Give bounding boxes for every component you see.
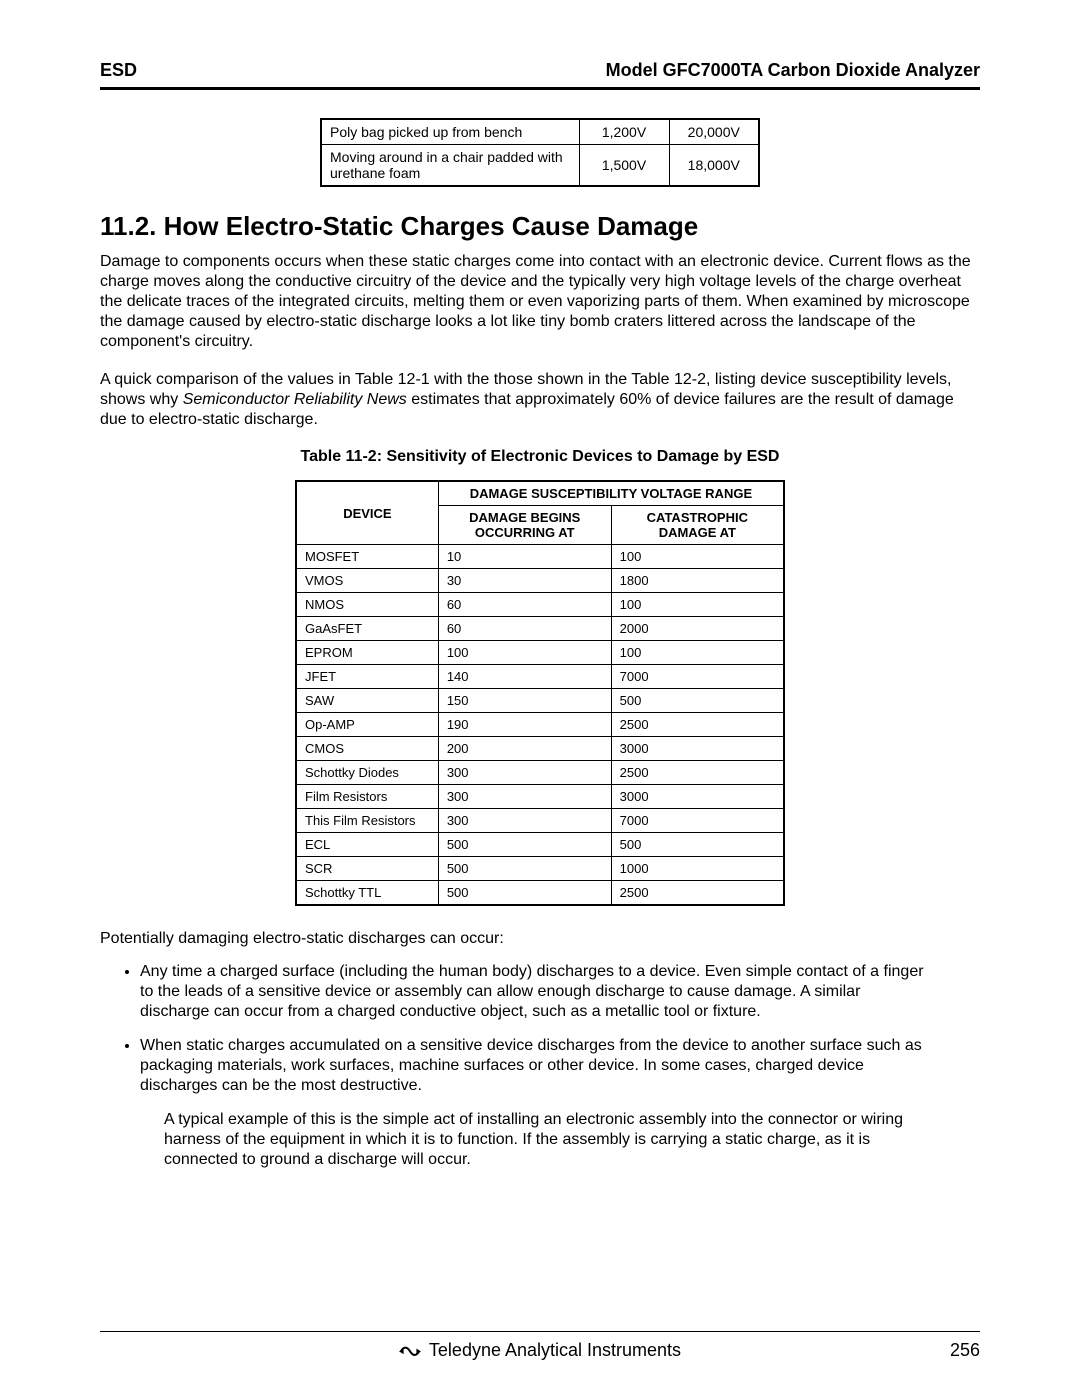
sens-table-row: SCR5001000 [296,857,784,881]
th-begins: DAMAGE BEGINS OCCURRING AT [438,506,611,545]
lead-sentence: Potentially damaging electro-static disc… [100,930,980,948]
footer-company: Teledyne Analytical Instruments [429,1340,681,1361]
page-header: ESD Model GFC7000TA Carbon Dioxide Analy… [100,60,980,90]
sens-cell-begins: 300 [438,761,611,785]
sens-cell-device: SAW [296,689,438,713]
sens-cell-device: Schottky Diodes [296,761,438,785]
bullet-list: Any time a charged surface (including th… [140,962,980,1096]
sensitivity-table-caption: Table 11-2: Sensitivity of Electronic De… [100,448,980,466]
sens-cell-device: ECL [296,833,438,857]
page-footer: Teledyne Analytical Instruments 256 [100,1331,980,1361]
sens-cell-device: Op-AMP [296,713,438,737]
mini-table-row: Moving around in a chair padded with ure… [321,145,759,187]
mini-cell-v2: 18,000V [669,145,759,187]
sens-cell-catastrophic: 3000 [611,737,784,761]
sens-cell-device: MOSFET [296,545,438,569]
page-number: 256 [950,1340,980,1361]
bullet-item: Any time a charged surface (including th… [140,962,924,1022]
sens-cell-catastrophic: 1000 [611,857,784,881]
sens-table-row: JFET1407000 [296,665,784,689]
sens-cell-device: NMOS [296,593,438,617]
sens-cell-begins: 150 [438,689,611,713]
sens-table-row: GaAsFET602000 [296,617,784,641]
para2-emphasis: Semiconductor Reliability News [183,391,407,408]
sens-cell-catastrophic: 2500 [611,713,784,737]
sensitivity-table: DEVICE DAMAGE SUSCEPTIBILITY VOLTAGE RAN… [295,480,785,906]
sens-table-body: MOSFET10100VMOS301800NMOS60100GaAsFET602… [296,545,784,906]
sens-cell-device: This Film Resistors [296,809,438,833]
sens-cell-catastrophic: 2500 [611,761,784,785]
sens-cell-device: Film Resistors [296,785,438,809]
bullet-item: When static charges accumulated on a sen… [140,1036,924,1096]
page: ESD Model GFC7000TA Carbon Dioxide Analy… [0,0,1080,1397]
sens-table-row: SAW150500 [296,689,784,713]
sens-cell-device: EPROM [296,641,438,665]
th-range: DAMAGE SUSCEPTIBILITY VOLTAGE RANGE [438,481,784,506]
static-voltage-table: Poly bag picked up from bench1,200V20,00… [320,118,760,187]
sens-cell-begins: 100 [438,641,611,665]
sens-cell-device: GaAsFET [296,617,438,641]
mini-cell-label: Moving around in a chair padded with ure… [321,145,579,187]
mini-cell-v1: 1,500V [579,145,669,187]
sens-table-row: EPROM100100 [296,641,784,665]
sens-table-row: ECL500500 [296,833,784,857]
follow-paragraph: A typical example of this is the simple … [164,1110,924,1170]
sens-cell-begins: 200 [438,737,611,761]
sens-cell-device: JFET [296,665,438,689]
sens-cell-device: Schottky TTL [296,881,438,906]
sens-cell-catastrophic: 2000 [611,617,784,641]
sens-cell-device: CMOS [296,737,438,761]
th-catastrophic: CATASTROPHIC DAMAGE AT [611,506,784,545]
sens-table-row: NMOS60100 [296,593,784,617]
header-right: Model GFC7000TA Carbon Dioxide Analyzer [606,60,980,81]
sens-cell-device: VMOS [296,569,438,593]
teledyne-logo-icon [399,1343,421,1359]
sens-cell-begins: 500 [438,833,611,857]
sens-cell-begins: 30 [438,569,611,593]
sens-cell-catastrophic: 2500 [611,881,784,906]
sens-cell-begins: 500 [438,881,611,906]
sens-cell-catastrophic: 3000 [611,785,784,809]
sens-cell-catastrophic: 7000 [611,809,784,833]
sens-cell-catastrophic: 100 [611,593,784,617]
sens-cell-begins: 140 [438,665,611,689]
sens-table-row: Film Resistors3003000 [296,785,784,809]
mini-table-body: Poly bag picked up from bench1,200V20,00… [321,119,759,186]
sens-cell-begins: 300 [438,809,611,833]
sens-cell-begins: 60 [438,593,611,617]
paragraph-2: A quick comparison of the values in Tabl… [100,370,980,430]
sens-cell-device: SCR [296,857,438,881]
sens-cell-catastrophic: 500 [611,833,784,857]
mini-cell-v2: 20,000V [669,119,759,145]
paragraph-1: Damage to components occurs when these s… [100,252,980,352]
header-left: ESD [100,60,137,81]
sens-cell-catastrophic: 100 [611,545,784,569]
sens-cell-begins: 60 [438,617,611,641]
th-device: DEVICE [296,481,438,545]
sens-cell-begins: 500 [438,857,611,881]
mini-table-row: Poly bag picked up from bench1,200V20,00… [321,119,759,145]
sens-cell-begins: 300 [438,785,611,809]
section-heading: 11.2. How Electro-Static Charges Cause D… [100,211,980,242]
sens-table-row: MOSFET10100 [296,545,784,569]
sens-table-row: Schottky Diodes3002500 [296,761,784,785]
mini-cell-label: Poly bag picked up from bench [321,119,579,145]
sens-table-row: Op-AMP1902500 [296,713,784,737]
sens-cell-begins: 190 [438,713,611,737]
sens-table-row: Schottky TTL5002500 [296,881,784,906]
sens-table-row: CMOS2003000 [296,737,784,761]
sens-cell-catastrophic: 1800 [611,569,784,593]
sens-cell-begins: 10 [438,545,611,569]
sens-cell-catastrophic: 100 [611,641,784,665]
sens-cell-catastrophic: 500 [611,689,784,713]
sens-table-row: This Film Resistors3007000 [296,809,784,833]
mini-cell-v1: 1,200V [579,119,669,145]
sens-table-row: VMOS301800 [296,569,784,593]
sens-cell-catastrophic: 7000 [611,665,784,689]
